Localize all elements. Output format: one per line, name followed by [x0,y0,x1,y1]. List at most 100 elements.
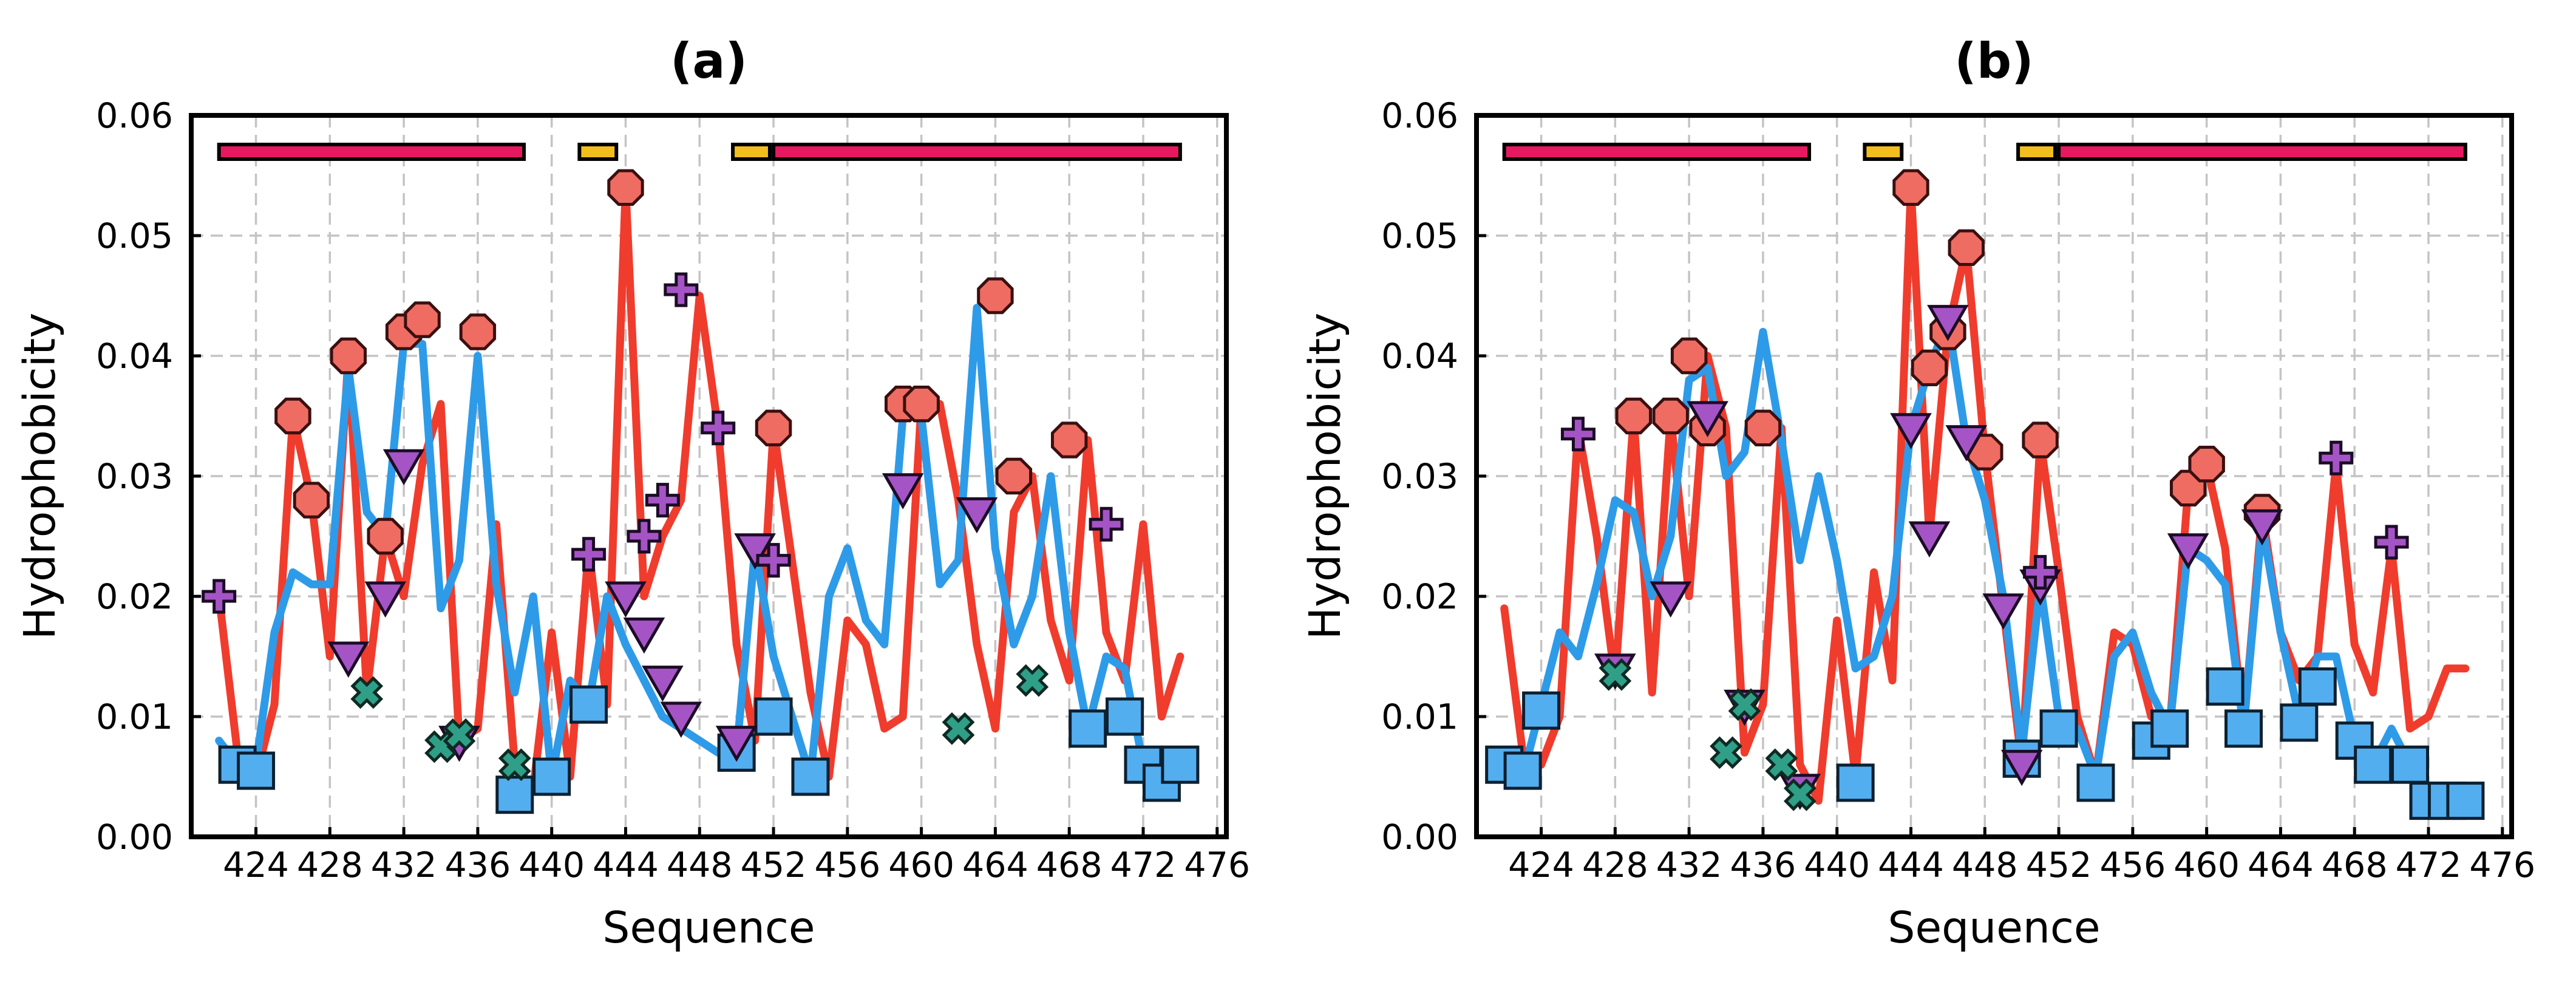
triangle-marker [2000,749,2043,786]
y-tick-label: 0.01 [1381,697,1458,737]
square-marker [1069,709,1107,748]
square-marker [1522,691,1561,730]
cross-marker [1783,778,1816,811]
octagon-marker [293,482,330,519]
octagon-marker [330,337,367,375]
plus-marker [1560,417,1596,452]
octagon-marker [1948,229,1985,266]
triangle-marker [623,617,665,654]
octagon-marker [2188,446,2225,483]
x-tick-label: 472 [2396,845,2462,885]
x-tick-label: 428 [297,845,363,885]
octagon-marker [1615,397,1652,435]
x-tick-label: 452 [741,845,807,885]
octagon-marker [977,277,1014,315]
octagon-marker [1652,397,1689,435]
x-tick-label: 456 [814,845,880,885]
x-tick-label: 448 [1952,845,2018,885]
plus-marker [645,483,680,518]
x-tick-label: 476 [1184,845,1250,885]
region-bar-pink [217,143,526,161]
triangle-marker [1650,581,1692,618]
plus-marker [2319,440,2354,475]
octagon-marker [459,313,497,350]
square-marker [1503,751,1542,790]
triangle-marker [1945,425,1988,462]
y-tick-label: 0.06 [1381,96,1458,136]
square-marker [754,697,793,736]
square-marker [2446,782,2485,820]
square-marker [1836,763,1875,802]
y-tick-label: 0.03 [1381,457,1458,497]
x-tick-label: 436 [445,845,511,885]
y-tick-label: 0.06 [96,96,173,136]
region-bar-pink [2057,143,2467,161]
cross-marker [350,676,384,709]
square-marker [569,685,608,724]
octagon-marker [995,457,1033,495]
panel-a: 424 428 432 436 440 444 448 452 456 460 464 468 472 4… [15,33,1250,953]
x-tick-label: 444 [593,845,659,885]
region-bar-yellow [731,143,772,161]
square-marker [2224,709,2263,748]
square-marker [2280,703,2319,742]
x-tick-label: 468 [1036,845,1103,885]
triangle-marker [734,533,776,570]
octagon-marker [1670,337,1708,375]
triangle-marker [642,666,684,702]
x-axis-label: Sequence [602,902,815,953]
plus-marker [701,411,736,446]
triangle-marker [660,701,702,738]
y-tick-label: 0.02 [1381,577,1458,617]
square-marker [2298,667,2337,706]
x-tick-label: 448 [667,845,733,885]
triangle-marker [882,473,924,510]
square-marker [2150,709,2189,748]
cross-marker [1599,658,1632,691]
x-tick-label: 464 [962,845,1028,885]
chart-title: (a) [670,33,747,89]
y-tick-label: 0.05 [96,216,173,256]
x-axis-label: Sequence [1888,902,2100,953]
region-bar-yellow [2016,143,2057,161]
cross-marker [498,748,531,782]
square-marker [791,757,830,796]
x-tick-label: 464 [2248,845,2314,885]
region-bar-pink [1502,143,1812,161]
x-tick-label: 460 [2173,845,2240,885]
cross-marker [942,712,975,745]
x-tick-label: 440 [518,845,585,885]
y-tick-label: 0.03 [96,457,173,497]
x-tick-label: 436 [1730,845,1796,885]
octagon-marker [755,409,792,446]
octagon-marker [903,386,940,423]
octagon-marker [1911,349,1948,386]
x-tick-label: 432 [1656,845,1722,885]
cross-marker [1728,688,1761,721]
cross-marker [443,718,476,751]
y-tick-label: 0.05 [1381,216,1458,256]
triangle-marker [1687,401,1728,438]
octagon-marker [1744,409,1782,446]
triangle-marker [2241,509,2283,546]
cross-marker [1016,664,1049,697]
x-tick-label: 428 [1582,845,1648,885]
square-marker [1161,745,1200,784]
y-axis-label: Hydrophobicity [1300,313,1350,639]
plus-marker [664,272,699,307]
triangle-marker [956,497,998,534]
panel-b: 424 428 432 436 440 444 448 452 456 460 464 468 472 4… [1300,33,2535,953]
x-tick-label: 424 [1508,845,1574,885]
triangle-marker [1890,413,1932,449]
triangle-marker [1908,521,1951,558]
octagon-marker [274,397,311,435]
triangle-marker [364,581,407,618]
x-tick-label: 476 [2469,845,2535,885]
square-marker [237,751,276,790]
square-marker [2039,709,2078,748]
cross-marker [1710,736,1742,769]
triangle-marker [2167,533,2209,570]
chart-title: (b) [1954,33,2033,89]
x-tick-label: 432 [371,845,437,885]
